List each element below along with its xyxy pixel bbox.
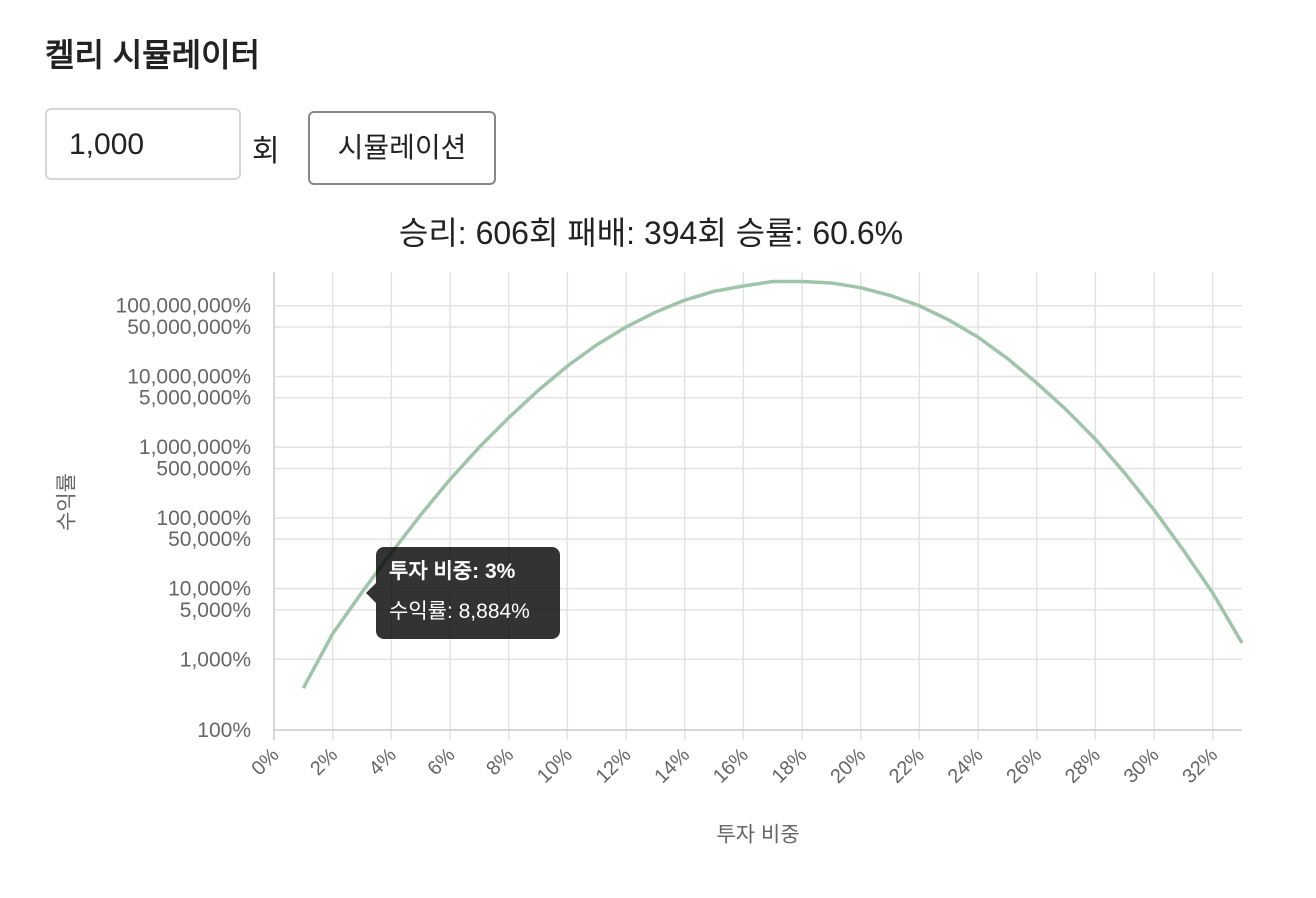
y-tick-label: 10,000,000% [127, 365, 251, 388]
y-tick-label: 5,000% [180, 599, 251, 622]
y-tick-label: 5,000,000% [139, 387, 251, 410]
data-line [301, 279, 1244, 690]
simulate-button[interactable]: 시뮬레이션 [308, 111, 496, 185]
x-tick-label: 24% [944, 744, 988, 788]
x-tick-label: 8% [482, 744, 518, 780]
x-tick-label: 30% [1120, 744, 1164, 788]
y-tick-label: 500,000% [156, 457, 251, 480]
x-tick-label: 32% [1178, 744, 1222, 788]
tooltip-title: 투자 비중: 3% [389, 560, 516, 583]
x-tick-label: 2% [306, 744, 342, 780]
y-tick-label: 50,000,000% [127, 316, 251, 339]
x-tick-label: 16% [709, 744, 753, 788]
x-tick-label: 26% [1002, 744, 1046, 788]
y-tick-label: 1,000% [180, 648, 251, 671]
y-tick-label: 10,000% [168, 578, 251, 601]
y-tick-label: 100% [197, 719, 251, 742]
y-tick-label: 100,000,000% [116, 295, 251, 318]
tooltip: 투자 비중: 3% 수익률: 8,884% [366, 547, 560, 639]
unit-label: 회 [252, 135, 280, 168]
x-tick-label: 28% [1061, 744, 1105, 788]
x-tick-label: 12% [592, 744, 636, 788]
x-tick-label: 0% [248, 744, 284, 780]
x-axis-title: 투자 비중 [716, 824, 799, 847]
x-tick-label: 6% [424, 744, 460, 780]
x-tick-label: 20% [826, 744, 870, 788]
summary: 승리: 606회 패배: 394회 승률: 60.6% [398, 215, 904, 251]
y-axis-title: 수익률 [56, 473, 79, 531]
tooltip-body: 수익률: 8,884% [389, 600, 530, 623]
x-tick-label: 18% [768, 744, 812, 788]
x-tick-label: 4% [365, 744, 401, 780]
y-tick-label: 1,000,000% [139, 436, 251, 459]
x-tick-label: 22% [885, 744, 929, 788]
page-title: 켈리 시뮬레이터 [45, 37, 260, 73]
y-tick-label: 100,000% [156, 507, 251, 530]
y-tick-label: 50,000% [168, 528, 251, 551]
x-tick-label: 10% [533, 744, 577, 788]
count-input[interactable]: 1,000 [45, 108, 241, 180]
x-tick-label: 14% [650, 744, 694, 788]
